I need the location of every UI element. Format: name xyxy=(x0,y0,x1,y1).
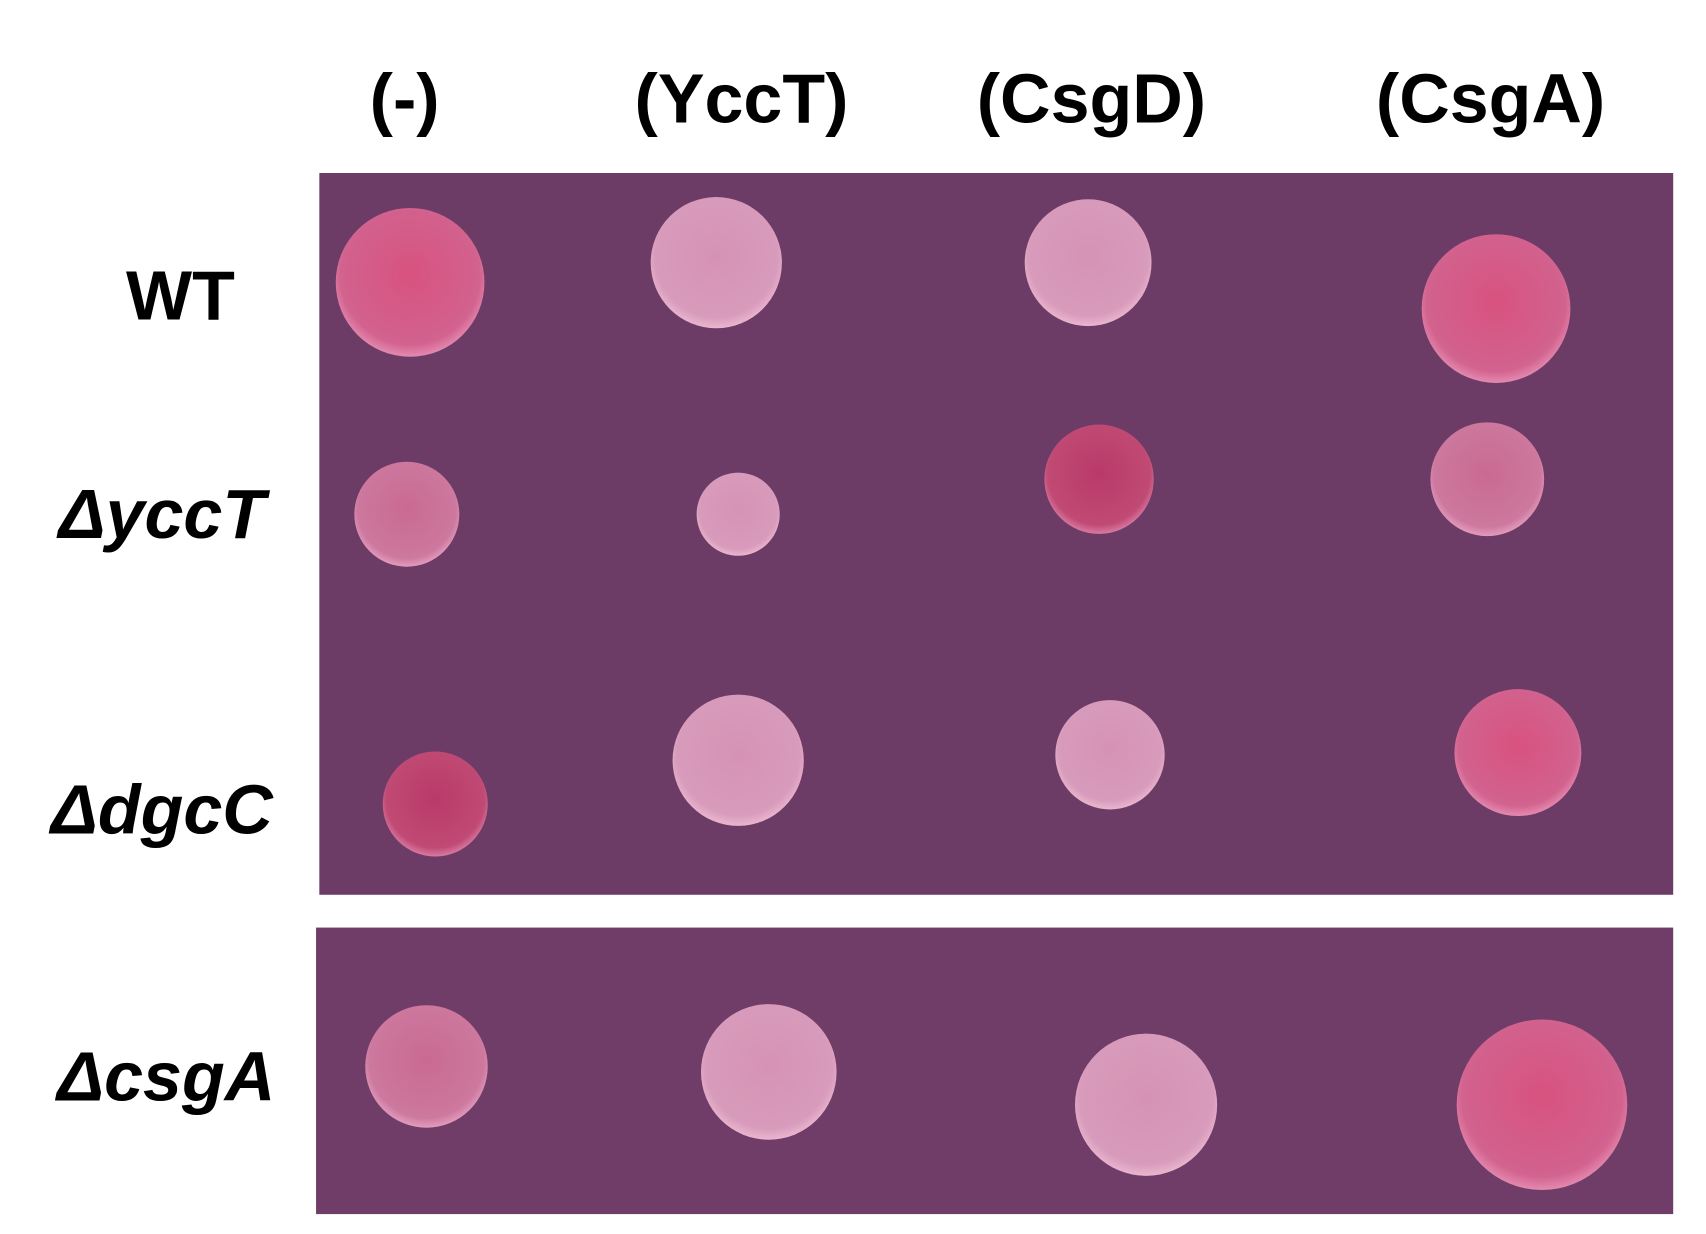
colony xyxy=(354,461,460,567)
row-label: WT xyxy=(126,257,235,335)
colony xyxy=(696,472,780,556)
colonies xyxy=(335,197,1628,1191)
row-labels: WT ΔyccT ΔdgcC ΔcsgA xyxy=(48,257,275,1116)
colony xyxy=(1421,234,1571,383)
colony xyxy=(1456,1019,1628,1191)
colony xyxy=(650,197,782,329)
colony xyxy=(365,1005,488,1128)
colony xyxy=(1024,199,1152,327)
colony xyxy=(335,207,485,357)
column-labels: (-) (YccT) (CsgD) (CsgA) xyxy=(370,60,1606,138)
colony xyxy=(1044,424,1154,534)
colony xyxy=(1074,1033,1218,1176)
row-label: ΔdgcC xyxy=(48,771,274,849)
colony xyxy=(700,1004,837,1140)
column-label: (-) xyxy=(370,60,440,138)
row-label: ΔyccT xyxy=(56,475,271,553)
colony xyxy=(1454,689,1582,817)
column-label: (YccT) xyxy=(635,60,849,138)
plate xyxy=(316,927,1674,1215)
column-label: (CsgA) xyxy=(1376,60,1605,138)
colony xyxy=(1430,422,1545,537)
colony xyxy=(672,694,804,826)
row-label: ΔcsgA xyxy=(54,1037,275,1115)
colony xyxy=(382,751,488,857)
colony xyxy=(1055,700,1165,810)
column-label: (CsgD) xyxy=(977,60,1206,138)
